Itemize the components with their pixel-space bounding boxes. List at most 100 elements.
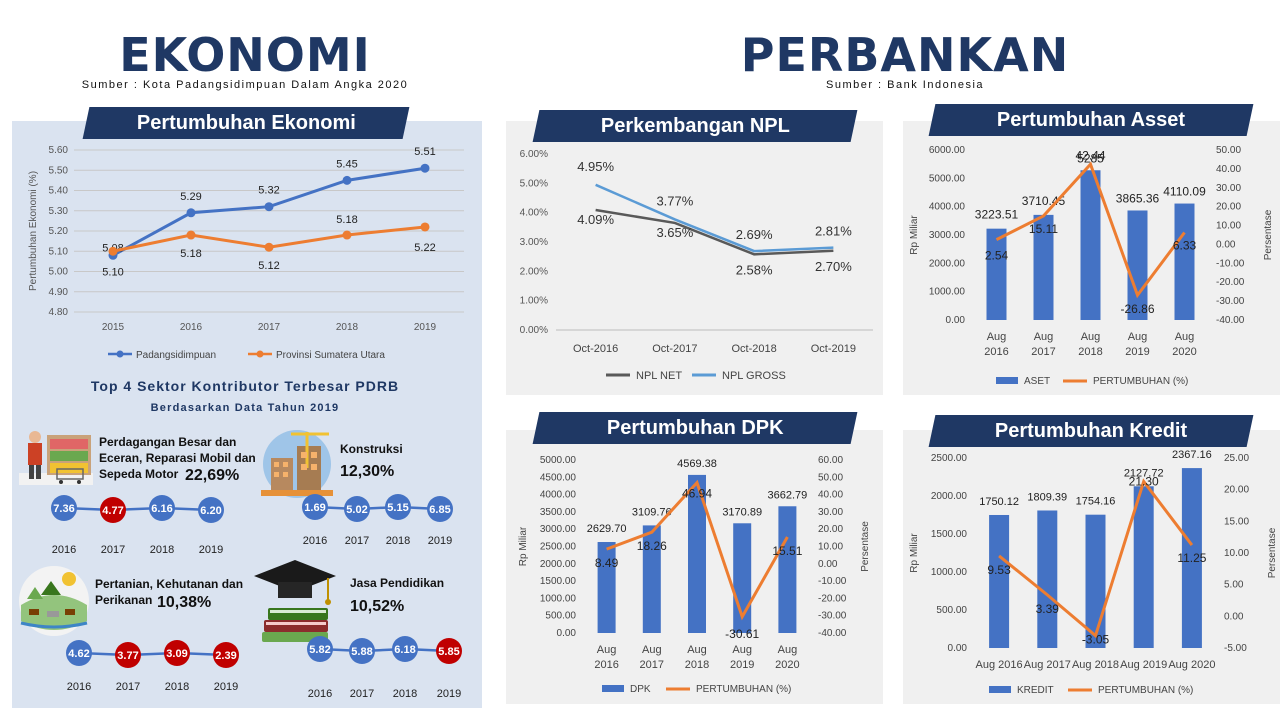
data-point xyxy=(108,246,118,256)
data-point xyxy=(186,230,196,240)
y2-tick-label: 50.00 xyxy=(1216,145,1241,156)
sector-value-bubble xyxy=(427,496,453,522)
x-tick-label: Aug 2018 xyxy=(1072,659,1119,671)
growth-line xyxy=(995,161,1186,299)
kredit-ribbon: Pertumbuhan Kredit xyxy=(928,415,1254,447)
sector-value-bubble xyxy=(213,642,239,668)
sector-value-bubble xyxy=(385,494,411,520)
legend-label: NPL NET xyxy=(636,370,682,382)
legend-label: ASET xyxy=(1024,376,1050,387)
npl-title: Perkembangan NPL xyxy=(600,114,790,137)
y-tick-label: 4500.00 xyxy=(540,472,577,483)
pertumbuhan-kredit-chart: 0.00 500.00 1000.00 1500.00 2000.00 2500.00 -5… xyxy=(909,449,1278,696)
sector-year-label: 2018 xyxy=(150,544,174,556)
bar xyxy=(778,506,797,633)
shop-icon xyxy=(19,431,93,485)
x-tick-label: 2020 xyxy=(1172,346,1196,358)
y-tick-label: 5.60 xyxy=(49,145,69,156)
y2-axis-label: Persentase xyxy=(860,521,871,572)
y-tick-label: 1500.00 xyxy=(931,529,968,540)
x-tick-label: 2018 xyxy=(685,659,709,671)
y-tick-label: 5.10 xyxy=(49,246,69,257)
sector-value-bubble xyxy=(436,638,462,664)
growth-value-label: 18.26 xyxy=(637,539,667,553)
y-tick-label: 2500.00 xyxy=(540,542,577,553)
y2-tick-label: 20.00 xyxy=(1216,202,1241,213)
data-point xyxy=(264,202,274,212)
y-tick-label: 3.00% xyxy=(520,237,548,248)
x-tick-label: Oct-2016 xyxy=(573,343,618,355)
y-tick-label: 5.50 xyxy=(49,165,69,176)
data-label: 3.77% xyxy=(656,193,693,208)
sector-value-label: 3.77 xyxy=(117,650,138,662)
asset-title: Pertumbuhan Asset xyxy=(996,108,1186,131)
sector-year-label: 2017 xyxy=(350,688,374,700)
x-tick-label: Oct-2017 xyxy=(652,343,697,355)
y2-tick-label: 25.00 xyxy=(1224,453,1249,464)
y-axis-label: Pertumbuhan Ekonomi (%) xyxy=(28,171,39,291)
bar-value-label: 4110.09 xyxy=(1163,185,1206,199)
graduation-cap-icon xyxy=(254,560,336,642)
y2-tick-label: 50.00 xyxy=(818,472,843,483)
data-label: 2.58% xyxy=(736,262,773,277)
sector-year-label: 2019 xyxy=(199,544,223,556)
growth-value-label: -3.05 xyxy=(1082,633,1110,647)
sector-value-label: 6.85 xyxy=(429,504,450,516)
y-tick-label: 6.00% xyxy=(520,149,548,160)
sector-year-label: 2016 xyxy=(52,544,76,556)
growth-value-label: 46.94 xyxy=(682,487,712,501)
sector-1-share: 22,69% xyxy=(185,467,240,484)
legend-swatch xyxy=(989,686,1011,693)
sector-year-label: 2017 xyxy=(101,544,125,556)
data-label: 4.95% xyxy=(577,159,614,174)
bar-value-label: 1809.39 xyxy=(1027,491,1067,503)
sector-value-bubble xyxy=(344,496,370,522)
data-label: 2.81% xyxy=(815,224,852,239)
y-tick-label: 1000.00 xyxy=(929,287,966,298)
sector-year-label: 2016 xyxy=(67,681,91,693)
x-tick-label: Oct-2019 xyxy=(811,343,856,355)
x-tick-label: 2017 xyxy=(258,322,281,333)
y-tick-label: 3000.00 xyxy=(540,524,577,535)
growth-value-label: 21.30 xyxy=(1129,474,1159,488)
data-point xyxy=(186,208,196,218)
data-point xyxy=(342,175,352,185)
bar xyxy=(1181,468,1202,648)
y-tick-label: 3000.00 xyxy=(929,230,966,241)
data-label: 5.45 xyxy=(336,158,357,170)
growth-value-label: -26.86 xyxy=(1120,302,1154,316)
data-point xyxy=(264,242,274,252)
sector-year-label: 2017 xyxy=(345,535,369,547)
sector-2-share: 12,30% xyxy=(340,463,395,480)
perbankan-source: Sumber : Bank Indonesia xyxy=(825,79,985,91)
y2-tick-label: -30.00 xyxy=(818,611,847,622)
y2-tick-label: -40.00 xyxy=(818,628,847,639)
x-tick-label: Aug 2017 xyxy=(1024,659,1071,671)
kredit-title: Pertumbuhan Kredit xyxy=(994,419,1188,442)
sector-trend-line xyxy=(319,647,450,653)
y-tick-label: 2.00% xyxy=(520,266,548,277)
x-tick-label: Aug xyxy=(1175,331,1195,343)
bar xyxy=(986,228,1007,320)
data-label: 5.32 xyxy=(258,185,279,197)
y-tick-label: 0.00 xyxy=(946,315,966,326)
sector-value-bubble xyxy=(149,495,175,521)
y-tick-label: 4000.00 xyxy=(540,490,577,501)
x-tick-label: Aug xyxy=(597,644,617,656)
y-tick-label: 3500.00 xyxy=(540,507,577,518)
construction-icon xyxy=(261,430,333,498)
perkembangan-npl-chart: 0.00% 1.00% 2.00% 3.00% 4.00% 5.00% 6.00% Oct-2… xyxy=(520,149,873,382)
y-tick-label: 5.20 xyxy=(49,226,69,237)
ekonomi-title: EKONOMI xyxy=(119,28,371,82)
data-label: 3.65% xyxy=(656,225,693,240)
growth-line xyxy=(606,479,789,621)
y2-tick-label: -5.00 xyxy=(1224,643,1247,654)
y2-tick-label: -30.00 xyxy=(1216,296,1245,307)
sector-value-bubble xyxy=(392,636,418,662)
legend-label: DPK xyxy=(630,684,651,695)
bar-value-label: 5285 xyxy=(1077,151,1104,165)
sector-value-label: 1.69 xyxy=(304,502,325,514)
x-tick-label: 2016 xyxy=(594,659,618,671)
sector-year-label: 2018 xyxy=(393,688,417,700)
y-tick-label: 1000.00 xyxy=(931,567,968,578)
